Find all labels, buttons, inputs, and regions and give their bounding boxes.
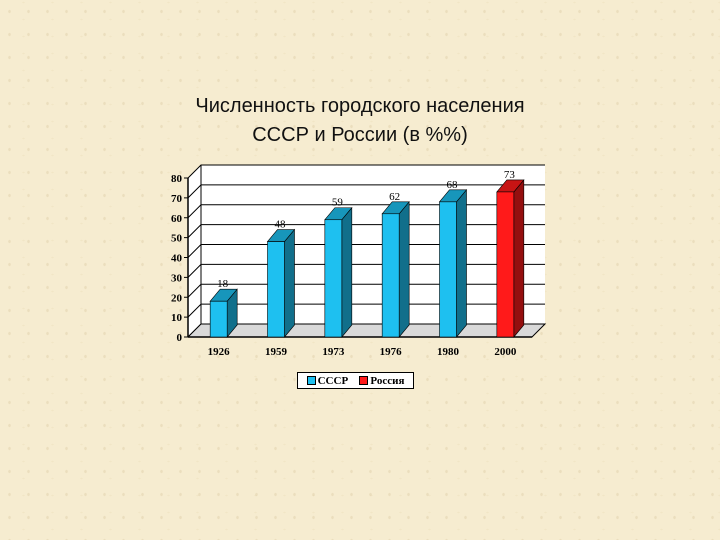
chart-title-line-2: СССР и России (в %%) — [252, 124, 468, 146]
data-label-2000: 73 — [504, 169, 516, 181]
legend-item-russia: Россия — [359, 375, 404, 387]
plot-background — [188, 165, 545, 337]
data-label-1959: 48 — [275, 219, 287, 231]
y-tick-label: 80 — [171, 173, 183, 185]
data-label-1973: 59 — [332, 197, 344, 209]
legend-item-ussr: СССР — [306, 374, 349, 387]
legend-swatch-russia — [359, 376, 369, 385]
bar-side-1980 — [456, 189, 467, 338]
y-tick-label: 20 — [171, 292, 183, 304]
chart-title-line-1: Численность городского населения — [195, 95, 525, 117]
bar-1959 — [267, 241, 285, 338]
x-tick-label-1973: 1973 — [322, 346, 345, 358]
y-tick-label: 40 — [171, 253, 183, 265]
y-tick-label: 60 — [171, 213, 183, 225]
y-tick-label: 70 — [171, 193, 183, 205]
legend-swatch-ussr — [306, 376, 316, 385]
bar-side-1959 — [284, 228, 295, 338]
y-tick-label: 0 — [177, 332, 183, 344]
chart-title: Численность городского населения СССР и … — [140, 92, 580, 150]
x-tick-label-1976: 1976 — [380, 346, 403, 358]
bar-2000 — [496, 191, 515, 338]
bar-1926 — [209, 300, 228, 338]
x-tick-label-2000: 2000 — [494, 346, 517, 358]
bar-1973 — [324, 219, 343, 338]
bar-1976 — [381, 213, 400, 338]
data-label-1976: 62 — [389, 191, 400, 203]
bar-1980 — [439, 201, 457, 338]
x-tick-label-1980: 1980 — [437, 346, 460, 358]
x-tick-label-1959: 1959 — [265, 346, 288, 358]
data-label-1926: 18 — [217, 278, 229, 290]
chart-floor — [186, 323, 547, 338]
data-label-1980: 68 — [447, 179, 459, 191]
y-tick-label: 10 — [171, 312, 183, 324]
x-tick-label-1926: 1926 — [208, 346, 231, 358]
legend-label-ussr: СССР — [317, 374, 349, 387]
y-tick-label: 50 — [171, 233, 183, 245]
legend-label-russia: Россия — [370, 374, 405, 387]
bar-side-1973 — [341, 206, 353, 338]
y-tick-label: 30 — [171, 272, 183, 284]
chart-legend: СССР Россия — [297, 372, 414, 389]
bar-side-1976 — [398, 200, 410, 338]
bar-side-2000 — [513, 179, 525, 338]
